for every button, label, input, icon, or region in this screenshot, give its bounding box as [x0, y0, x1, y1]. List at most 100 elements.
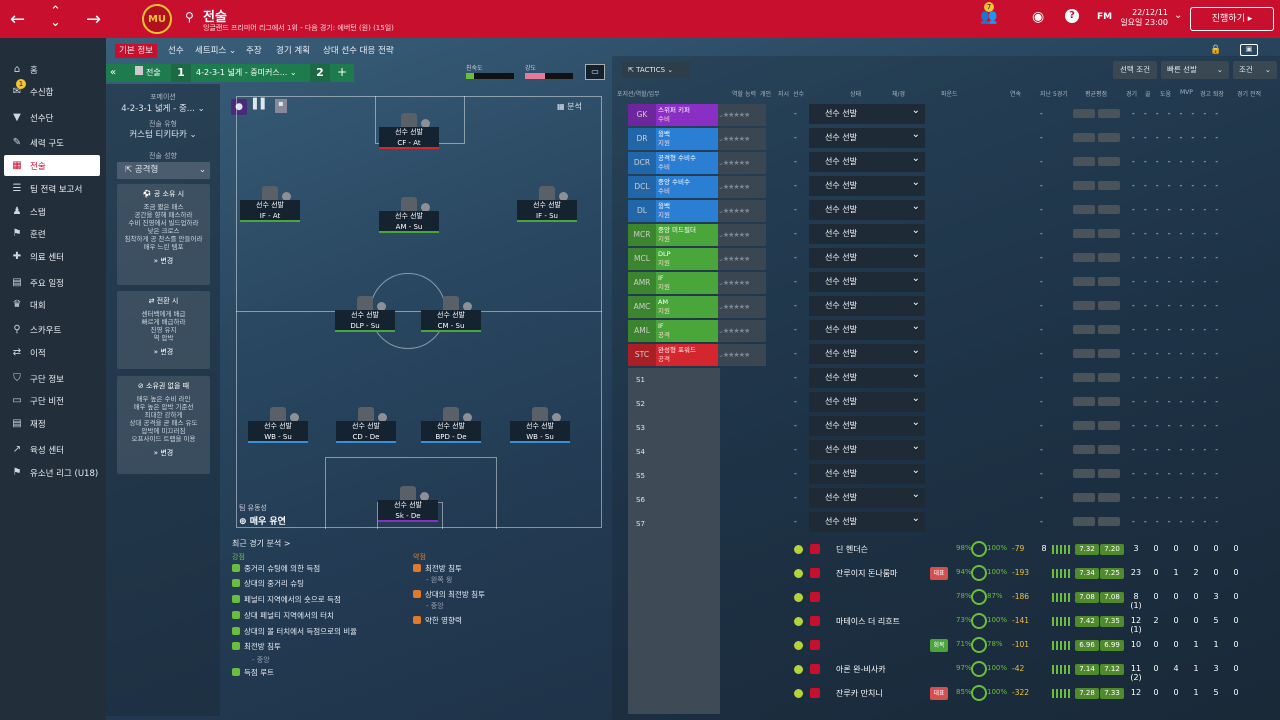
- individual-instructions[interactable]: -: [794, 469, 797, 478]
- sidebar-item-17[interactable]: ⚑ 유소년 리그 (U18): [4, 462, 100, 483]
- pitch-player-slot[interactable]: 선수 선발 Sk - De: [378, 486, 438, 528]
- player-select-dropdown[interactable]: 선수 선발: [809, 413, 925, 436]
- sidebar-item-3[interactable]: ✎ 세력 구도: [4, 132, 100, 153]
- selected-check-icon[interactable]: [794, 569, 803, 578]
- player-select-dropdown[interactable]: 선수 선발: [809, 293, 925, 316]
- up-down-icon[interactable]: ⌃ ⌄: [50, 4, 61, 30]
- individual-instructions[interactable]: -: [794, 157, 797, 166]
- sidebar-item-9[interactable]: ▤ 주요 일정: [4, 272, 100, 293]
- sidebar-item-13[interactable]: ⛉ 구단 정보: [4, 368, 100, 389]
- player-select-dropdown[interactable]: 선수 선발: [809, 173, 925, 196]
- sidebar-item-8[interactable]: ✚ 의료 센터: [4, 246, 100, 267]
- position-row[interactable]: AML IF 공격 ⌄★★★★★: [628, 320, 766, 342]
- condition-dropdown[interactable]: 조건 ⌄: [1233, 61, 1277, 79]
- individual-instructions[interactable]: -: [794, 277, 797, 286]
- individual-instructions[interactable]: -: [794, 109, 797, 118]
- in-possession-change[interactable]: 변경: [160, 257, 174, 265]
- sidebar-item-16[interactable]: ↗ 육성 센터: [4, 439, 100, 460]
- individual-instructions[interactable]: -: [794, 445, 797, 454]
- individual-instructions[interactable]: -: [794, 229, 797, 238]
- out-possession-change[interactable]: 변경: [160, 449, 174, 457]
- chevron-down-icon[interactable]: ⌄: [1174, 10, 1183, 21]
- sidebar-item-7[interactable]: ⚑ 훈련: [4, 223, 100, 244]
- role-duty[interactable]: 완성형 포워드 공격: [656, 344, 718, 366]
- position-row[interactable]: AMC AM 지원 ⌄★★★★★: [628, 296, 766, 318]
- pitch-player-slot[interactable]: 선수 선발 WB - Su: [510, 407, 570, 449]
- individual-instructions[interactable]: -: [794, 373, 797, 382]
- player-select-dropdown[interactable]: 선수 선발: [809, 365, 925, 388]
- role-duty[interactable]: 윙백 지원: [656, 128, 718, 150]
- position-row[interactable]: AMR IF 지원 ⌄★★★★★: [628, 272, 766, 294]
- pitch-player-slot[interactable]: 선수 선발 CM - Su: [421, 296, 481, 338]
- sidebar-item-1[interactable]: ✉ 수신함 1: [4, 79, 100, 102]
- info-view-icon[interactable]: ▪: [275, 99, 287, 113]
- role-duty[interactable]: 공격형 수비수 수비: [656, 152, 718, 174]
- pitch-player-slot[interactable]: 선수 선발 AM - Su: [379, 197, 439, 239]
- player-select-dropdown[interactable]: 선수 선발: [809, 221, 925, 244]
- selected-check-icon[interactable]: [794, 665, 803, 674]
- player-name[interactable]: 잔루이지 돈나룸마: [836, 569, 898, 578]
- sidebar-item-5[interactable]: ☰ 팀 전력 보고서: [4, 178, 100, 199]
- column-header[interactable]: 파운드: [941, 91, 958, 98]
- column-header[interactable]: 평균평점: [1085, 91, 1108, 98]
- tab-3[interactable]: 주장: [246, 46, 262, 56]
- style-select[interactable]: 커스텀 티키타카 ⌄: [129, 130, 197, 140]
- role-duty[interactable]: 중앙 미드필더 지원: [656, 224, 718, 246]
- role-duty[interactable]: IF 지원: [656, 272, 718, 294]
- column-header[interactable]: 역할 능력: [732, 91, 756, 98]
- player-name[interactable]: 아론 완-비사카: [836, 665, 886, 674]
- column-header[interactable]: 상태: [850, 91, 862, 98]
- pitch-player-slot[interactable]: 선수 선발 CD - De: [336, 407, 396, 449]
- role-duty[interactable]: DLP 지원: [656, 248, 718, 270]
- selected-check-icon[interactable]: [794, 641, 803, 650]
- select-condition-button[interactable]: 선택 조건: [1113, 61, 1157, 79]
- player-select-dropdown[interactable]: 선수 선발: [809, 485, 925, 508]
- selected-check-icon[interactable]: [794, 593, 803, 602]
- table-row[interactable]: 아론 완-비사카 97% 100% -42 7.14 7.12 11 (2) 0 4 1 3 0: [790, 659, 1239, 682]
- tactic-icon-label[interactable]: 전술: [135, 65, 161, 81]
- fm-menu[interactable]: FM: [1097, 12, 1113, 22]
- position-row[interactable]: DCL 중앙 수비수 수비 ⌄★★★★★: [628, 176, 766, 198]
- pitch-player-slot[interactable]: 선수 선발 IF - At: [240, 186, 300, 228]
- quick-pick-dropdown[interactable]: 빠른 선발 ⌄: [1161, 61, 1229, 79]
- player-select-dropdown[interactable]: 선수 선발: [809, 149, 925, 172]
- table-row[interactable]: 회복 71% 78% -101 6.96 6.99 10 0 0 1 1 0: [790, 635, 1239, 657]
- column-header[interactable]: 퇴장: [1213, 91, 1225, 98]
- transition-change[interactable]: 변경: [160, 348, 174, 356]
- player-select-dropdown[interactable]: 선수 선발: [809, 269, 925, 292]
- role-duty[interactable]: IF 공격: [656, 320, 718, 342]
- player-select-dropdown[interactable]: 선수 선발: [809, 389, 925, 412]
- individual-instructions[interactable]: -: [794, 421, 797, 430]
- pitch-player-slot[interactable]: 선수 선발 WB - Su: [248, 407, 308, 449]
- selected-check-icon[interactable]: [794, 689, 803, 698]
- column-header[interactable]: 포지션/역할/임무: [617, 91, 660, 98]
- tactic-slot-1[interactable]: 1: [171, 64, 191, 82]
- column-header[interactable]: 선수: [793, 91, 805, 98]
- column-header[interactable]: 경고: [1200, 91, 1212, 98]
- out-of-possession-box[interactable]: ⊘ 소유권 없을 때 매우 높은 수비 라인 매우 높은 압박 기준선 최대한 강하게…: [117, 376, 210, 474]
- player-name[interactable]: 딘 헨더슨: [836, 545, 868, 554]
- player-select-dropdown[interactable]: 선수 선발: [809, 509, 925, 532]
- player-select-dropdown[interactable]: 선수 선발: [809, 101, 925, 124]
- player-select-dropdown[interactable]: 선수 선발: [809, 197, 925, 220]
- position-row[interactable]: MCL DLP 지원 ⌄★★★★★: [628, 248, 766, 270]
- role-duty[interactable]: 스위퍼 키퍼 수비: [656, 104, 718, 126]
- tab-2[interactable]: 세트피스 ⌄: [195, 46, 237, 56]
- sidebar-item-14[interactable]: ▭ 구단 비전: [4, 390, 100, 411]
- pitch-player-slot[interactable]: 선수 선발 CF - At: [379, 113, 439, 155]
- lock-icon[interactable]: 🔒: [1210, 45, 1222, 55]
- tab-5[interactable]: 상대 선수 대응 전략: [323, 46, 394, 56]
- column-header[interactable]: 도움: [1160, 91, 1172, 98]
- collapse-button[interactable]: «: [110, 67, 117, 78]
- help-icon[interactable]: ?: [1065, 9, 1079, 23]
- role-duty[interactable]: 윙백 지원: [656, 200, 718, 222]
- position-row[interactable]: GK 스위퍼 키퍼 수비 ⌄★★★★★: [628, 104, 766, 126]
- individual-instructions[interactable]: -: [794, 133, 797, 142]
- player-select-dropdown[interactable]: 선수 선발: [809, 125, 925, 148]
- player-name[interactable]: 마테이스 더 리흐트: [836, 617, 900, 626]
- sidebar-item-6[interactable]: ♟ 스탭: [4, 201, 100, 222]
- player-name[interactable]: 잔루카 만치니: [836, 689, 883, 698]
- individual-instructions[interactable]: -: [794, 349, 797, 358]
- screen-icon[interactable]: ▣: [1240, 44, 1258, 56]
- column-header[interactable]: 체/경: [892, 91, 906, 98]
